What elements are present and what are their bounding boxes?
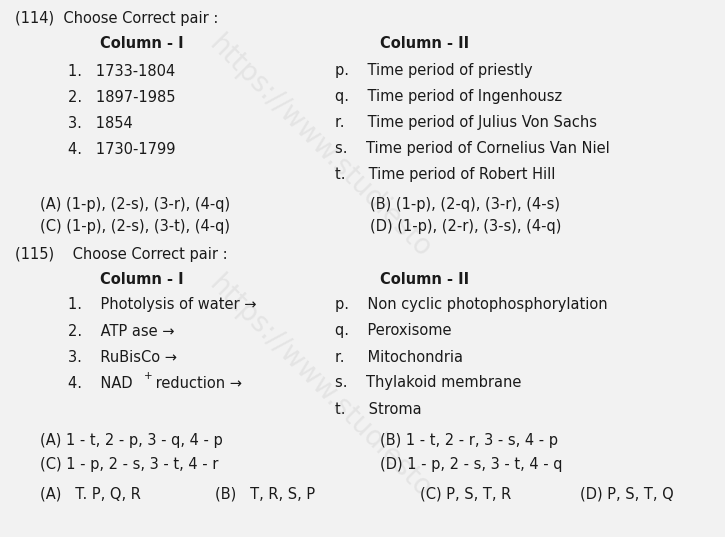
- Text: (B) 1 - t, 2 - r, 3 - s, 4 - p: (B) 1 - t, 2 - r, 3 - s, 4 - p: [380, 432, 558, 447]
- Text: (C) 1 - p, 2 - s, 3 - t, 4 - r: (C) 1 - p, 2 - s, 3 - t, 4 - r: [40, 456, 218, 471]
- Text: https://www.studiesto: https://www.studiesto: [204, 31, 436, 264]
- Text: r.     Time period of Julius Von Sachs: r. Time period of Julius Von Sachs: [335, 115, 597, 130]
- Text: (C) (1-p), (2-s), (3-t), (4-q): (C) (1-p), (2-s), (3-t), (4-q): [40, 220, 230, 235]
- Text: 4.   1730-1799: 4. 1730-1799: [68, 142, 175, 156]
- Text: reduction →: reduction →: [151, 375, 242, 390]
- Text: (A) 1 - t, 2 - p, 3 - q, 4 - p: (A) 1 - t, 2 - p, 3 - q, 4 - p: [40, 432, 223, 447]
- Text: s.    Time period of Cornelius Van Niel: s. Time period of Cornelius Van Niel: [335, 142, 610, 156]
- Text: r.     Mitochondria: r. Mitochondria: [335, 350, 463, 365]
- Text: s.    Thylakoid membrane: s. Thylakoid membrane: [335, 375, 521, 390]
- Text: (B)   T, R, S, P: (B) T, R, S, P: [215, 487, 315, 502]
- Text: t.     Stroma: t. Stroma: [335, 402, 422, 417]
- Text: p.    Time period of priestly: p. Time period of priestly: [335, 63, 533, 78]
- Text: 1.   1733-1804: 1. 1733-1804: [68, 63, 175, 78]
- Text: 1.    Photolysis of water →: 1. Photolysis of water →: [68, 297, 257, 313]
- Text: (D) 1 - p, 2 - s, 3 - t, 4 - q: (D) 1 - p, 2 - s, 3 - t, 4 - q: [380, 456, 563, 471]
- Text: (A)   T. P, Q, R: (A) T. P, Q, R: [40, 487, 141, 502]
- Text: 2.    ATP ase →: 2. ATP ase →: [68, 323, 175, 338]
- Text: (D) (1-p), (2-r), (3-s), (4-q): (D) (1-p), (2-r), (3-s), (4-q): [370, 220, 561, 235]
- Text: p.    Non cyclic photophosphorylation: p. Non cyclic photophosphorylation: [335, 297, 608, 313]
- Text: 4.    NAD: 4. NAD: [68, 375, 133, 390]
- Text: Column - I: Column - I: [100, 37, 183, 52]
- Text: Column - II: Column - II: [380, 272, 469, 287]
- Text: t.     Time period of Robert Hill: t. Time period of Robert Hill: [335, 168, 555, 183]
- Text: (114)  Choose Correct pair :: (114) Choose Correct pair :: [15, 11, 218, 26]
- Text: 2.   1897-1985: 2. 1897-1985: [68, 90, 175, 105]
- Text: q.    Peroxisome: q. Peroxisome: [335, 323, 452, 338]
- Text: (D) P, S, T, Q: (D) P, S, T, Q: [580, 487, 674, 502]
- Text: Column - I: Column - I: [100, 272, 183, 287]
- Text: 3.   1854: 3. 1854: [68, 115, 133, 130]
- Text: 3.    RuBisCo →: 3. RuBisCo →: [68, 350, 177, 365]
- Text: Column - II: Column - II: [380, 37, 469, 52]
- Text: q.    Time period of Ingenhousz: q. Time period of Ingenhousz: [335, 90, 562, 105]
- Text: +: +: [144, 371, 153, 381]
- Text: (B) (1-p), (2-q), (3-r), (4-s): (B) (1-p), (2-q), (3-r), (4-s): [370, 198, 560, 213]
- Text: https://www.studiesto: https://www.studiesto: [204, 270, 436, 504]
- Text: (A) (1-p), (2-s), (3-r), (4-q): (A) (1-p), (2-s), (3-r), (4-q): [40, 198, 230, 213]
- Text: (C) P, S, T, R: (C) P, S, T, R: [420, 487, 511, 502]
- Text: (115)    Choose Correct pair :: (115) Choose Correct pair :: [15, 246, 228, 262]
